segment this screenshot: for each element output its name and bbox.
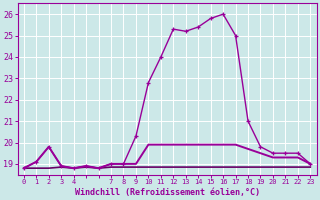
X-axis label: Windchill (Refroidissement éolien,°C): Windchill (Refroidissement éolien,°C) <box>75 188 260 197</box>
